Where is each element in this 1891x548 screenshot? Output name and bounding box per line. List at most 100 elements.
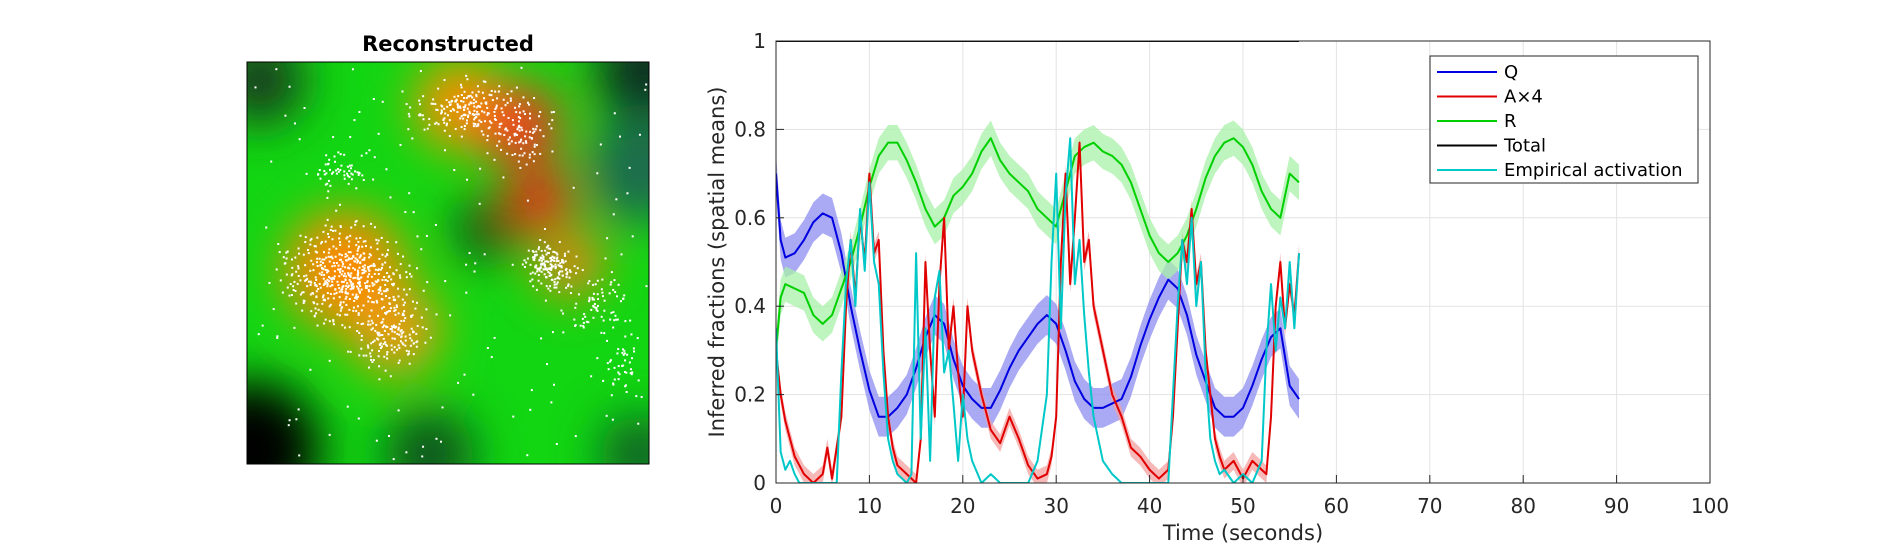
activation-point xyxy=(349,251,352,254)
activation-point xyxy=(388,297,391,300)
activation-point xyxy=(614,290,617,293)
activation-point xyxy=(542,258,545,261)
activation-point xyxy=(346,292,349,295)
activation-point xyxy=(473,105,476,108)
activation-point xyxy=(326,269,329,272)
activation-point xyxy=(565,276,568,279)
activation-point xyxy=(254,86,257,89)
activation-point xyxy=(550,273,553,276)
activation-point xyxy=(493,114,496,117)
activation-point xyxy=(279,279,282,282)
activation-point xyxy=(486,134,489,137)
activation-point xyxy=(560,309,563,312)
activation-point xyxy=(353,299,356,302)
activation-point xyxy=(493,336,496,339)
activation-point xyxy=(549,247,552,250)
activation-point xyxy=(449,110,452,113)
activation-point xyxy=(298,252,301,255)
activation-point xyxy=(295,270,298,273)
activation-point xyxy=(533,257,536,260)
activation-point xyxy=(549,257,552,260)
activation-point xyxy=(346,313,349,316)
activation-point xyxy=(389,327,392,330)
series-lines xyxy=(776,41,1301,483)
activation-point xyxy=(539,256,542,259)
activation-point xyxy=(386,310,389,313)
activation-point xyxy=(346,405,349,408)
activation-point xyxy=(610,394,613,397)
activation-point xyxy=(535,125,538,128)
activation-point xyxy=(605,414,608,417)
activation-point xyxy=(419,113,422,116)
activation-point xyxy=(617,365,620,368)
activation-point xyxy=(616,318,619,321)
legend: Q A×4 R Total Empirical activation xyxy=(1429,55,1699,184)
activation-point xyxy=(338,253,341,256)
activation-point xyxy=(377,273,380,276)
activation-point xyxy=(514,106,517,109)
activation-point xyxy=(484,80,487,83)
y-ticks: 0 0.2 0.4 0.6 0.8 1 xyxy=(734,29,784,495)
activation-point xyxy=(469,101,472,104)
activation-point xyxy=(488,126,491,129)
activation-point xyxy=(531,278,534,281)
activation-point xyxy=(419,114,422,117)
activation-point xyxy=(358,256,361,259)
activation-point xyxy=(582,321,585,324)
activation-point xyxy=(633,350,636,353)
activation-point xyxy=(340,273,343,276)
activation-point xyxy=(346,282,349,285)
activation-point xyxy=(529,130,532,133)
activation-point xyxy=(541,263,544,266)
activation-point xyxy=(517,160,520,163)
activation-point xyxy=(306,248,309,251)
x-tick-label: 100 xyxy=(1691,494,1729,518)
activation-point xyxy=(340,307,343,310)
activation-point xyxy=(515,133,518,136)
activation-point xyxy=(310,259,313,262)
activation-point xyxy=(342,262,345,265)
activation-point xyxy=(579,324,582,327)
activation-point xyxy=(462,117,465,120)
activation-point xyxy=(465,291,468,294)
activation-point xyxy=(434,103,437,106)
activation-point xyxy=(344,313,347,316)
activation-point xyxy=(483,253,486,256)
activation-point xyxy=(628,166,631,169)
activation-point xyxy=(449,314,452,317)
activation-point xyxy=(324,318,327,321)
activation-point xyxy=(533,256,536,259)
activation-point xyxy=(521,263,524,266)
activation-point xyxy=(577,293,580,296)
activation-point xyxy=(486,113,489,116)
activation-point xyxy=(356,277,359,280)
activation-point xyxy=(638,133,641,136)
activation-point xyxy=(559,270,562,273)
activation-point xyxy=(600,315,603,318)
activation-point xyxy=(590,375,593,378)
x-tick-label: 40 xyxy=(1137,494,1162,518)
activation-point xyxy=(378,378,381,381)
activation-point xyxy=(309,243,312,246)
activation-point xyxy=(362,240,365,243)
activation-point xyxy=(365,152,368,155)
activation-point xyxy=(332,297,335,300)
activation-point xyxy=(630,333,633,336)
activation-point xyxy=(400,319,403,322)
activation-point xyxy=(617,283,620,286)
activation-point xyxy=(303,106,306,109)
activation-point xyxy=(507,138,510,141)
activation-point xyxy=(601,295,604,298)
activation-point xyxy=(319,177,322,180)
activation-point xyxy=(343,177,346,180)
image-frame xyxy=(246,61,650,465)
activation-point xyxy=(593,306,596,309)
activation-point xyxy=(526,454,529,457)
activation-point xyxy=(506,129,509,132)
activation-point xyxy=(445,122,448,125)
activation-point xyxy=(420,316,423,319)
activation-point xyxy=(301,291,304,294)
activation-point xyxy=(390,344,393,347)
activation-point xyxy=(415,301,418,304)
activation-point xyxy=(494,118,497,121)
